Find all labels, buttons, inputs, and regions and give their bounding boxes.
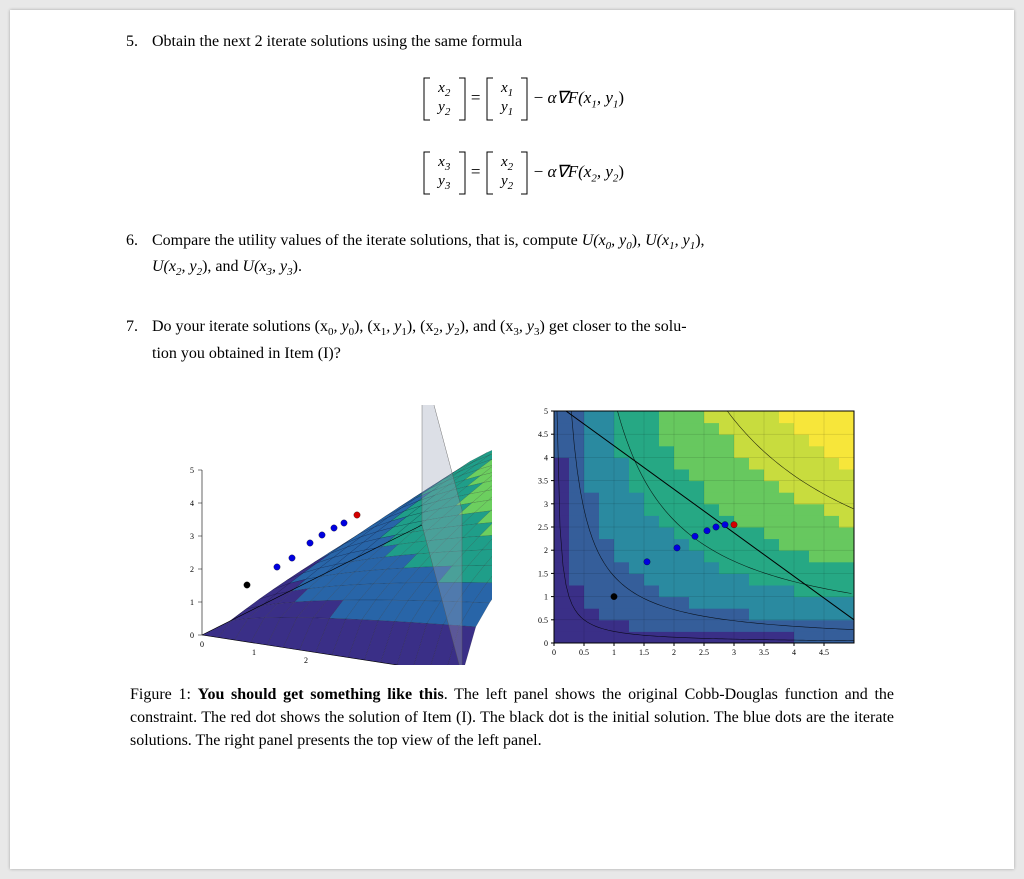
svg-text:1: 1 [190, 598, 194, 607]
equation-2: x3y3 = x2y2 − α∇F(x2, y2) [152, 151, 894, 195]
svg-text:0.5: 0.5 [538, 616, 548, 625]
item-5-number: 5. [126, 30, 138, 53]
svg-text:4.5: 4.5 [538, 430, 548, 439]
bracket-left-icon [485, 151, 495, 195]
svg-text:4: 4 [544, 453, 548, 462]
svg-text:4: 4 [190, 499, 194, 508]
svg-text:0: 0 [552, 648, 556, 657]
bracket-right-icon [457, 151, 467, 195]
bracket-left-icon [422, 151, 432, 195]
item-6: 6. Compare the utility values of the ite… [130, 229, 894, 281]
svg-text:0.5: 0.5 [579, 648, 589, 657]
svg-text:3: 3 [356, 664, 360, 665]
bracket-right-icon [457, 77, 467, 121]
svg-text:1.5: 1.5 [639, 648, 649, 657]
svg-text:2: 2 [304, 656, 308, 665]
svg-text:0: 0 [544, 639, 548, 648]
svg-text:5: 5 [190, 466, 194, 475]
caption-lead: Figure 1: [130, 686, 198, 703]
item-7: 7. Do your iterate solutions (x0, y0), (… [130, 315, 894, 364]
svg-text:2: 2 [544, 546, 548, 555]
item-5-text: Obtain the next 2 iterate solutions usin… [152, 33, 522, 50]
svg-text:2: 2 [190, 565, 194, 574]
bracket-left-icon [422, 77, 432, 121]
svg-text:4: 4 [792, 648, 796, 657]
svg-text:1: 1 [612, 648, 616, 657]
svg-text:2: 2 [672, 648, 676, 657]
equals: = [471, 88, 485, 107]
bracket-left-icon [485, 77, 495, 121]
item-6-number: 6. [126, 229, 138, 252]
svg-text:0: 0 [190, 631, 194, 640]
svg-text:3.5: 3.5 [538, 476, 548, 485]
minus: − [534, 162, 548, 181]
item-7-number: 7. [126, 315, 138, 338]
svg-text:3: 3 [190, 532, 194, 541]
svg-text:1: 1 [252, 648, 256, 657]
svg-text:1.5: 1.5 [538, 569, 548, 578]
bracket-right-icon [519, 77, 529, 121]
bracket-right-icon [519, 151, 529, 195]
figure-caption: Figure 1: You should get something like … [130, 683, 894, 753]
svg-text:0: 0 [200, 640, 204, 649]
svg-text:4.5: 4.5 [819, 648, 829, 657]
page: 5. Obtain the next 2 iterate solutions u… [10, 10, 1014, 869]
svg-text:2.5: 2.5 [699, 648, 709, 657]
svg-text:1: 1 [544, 592, 548, 601]
equation-1: x2y2 = x1y1 − α∇F(x1, y1) [152, 77, 894, 121]
figure-2d-contour: 0 0.5 1 1.5 2 2.5 3 3.5 4 4.5 0 0.5 1 1.5 2 2.5 3 3.5 4 4.5… [522, 405, 862, 665]
svg-text:5: 5 [544, 407, 548, 416]
svg-text:2.5: 2.5 [538, 523, 548, 532]
caption-bold: You should get something like this [198, 686, 444, 703]
equals: = [471, 162, 485, 181]
svg-text:3.5: 3.5 [759, 648, 769, 657]
svg-text:3: 3 [544, 500, 548, 509]
figure-3d-surface: 54321001234024 [162, 405, 492, 665]
minus: − [534, 88, 548, 107]
item-5: 5. Obtain the next 2 iterate solutions u… [130, 30, 894, 195]
figure-row: 54321001234024 00.511.522.533.544.500.51… [130, 405, 894, 665]
content-area: 5. Obtain the next 2 iterate solutions u… [130, 30, 894, 752]
svg-text:3: 3 [732, 648, 736, 657]
